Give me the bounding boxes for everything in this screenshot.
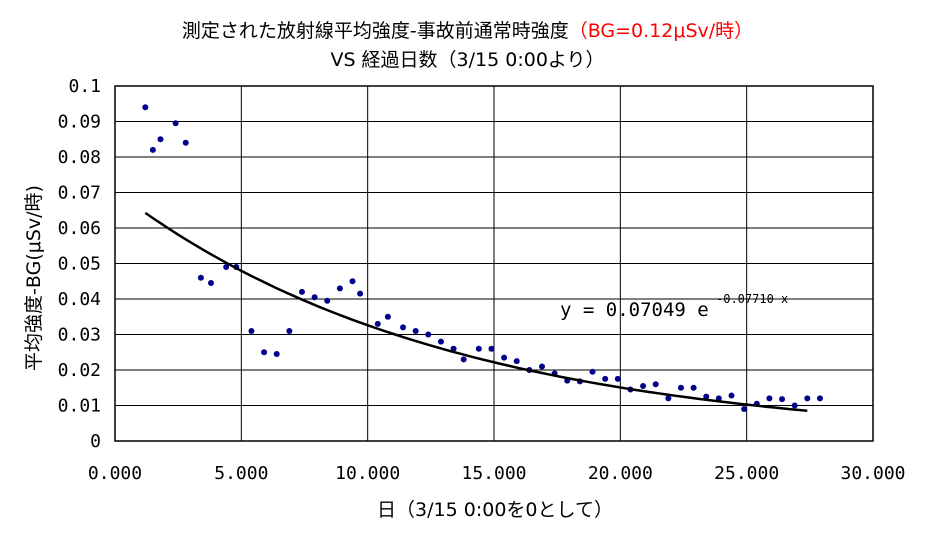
data-point xyxy=(349,278,356,285)
data-point xyxy=(437,338,444,345)
data-point xyxy=(539,363,546,370)
y-tick-label: 0.06 xyxy=(58,218,101,239)
data-point xyxy=(475,345,482,352)
chart-title: 測定された放射線平均強度-事故前通常時強度（BG=0.12μSv/時） xyxy=(0,16,935,43)
data-point xyxy=(804,395,811,402)
chart-subtitle: VS 経過日数（3/15 0:00より） xyxy=(330,49,605,71)
data-point xyxy=(665,395,672,402)
x-tick-label: 30.000 xyxy=(840,463,905,484)
data-point xyxy=(728,392,735,399)
x-tick-label: 25.000 xyxy=(714,463,779,484)
data-point xyxy=(298,288,305,295)
data-point xyxy=(197,274,204,281)
data-point xyxy=(779,396,786,403)
data-point xyxy=(450,345,457,352)
data-point xyxy=(690,384,697,391)
x-tick-label: 10.000 xyxy=(335,463,400,484)
data-point xyxy=(261,349,268,356)
data-point xyxy=(273,351,280,358)
data-point xyxy=(324,297,331,304)
data-point xyxy=(816,395,823,402)
tick-labels: 0 0.01 0.02 0.03 0.04 0.05 0.06 0.07 0.08 0.09 0.1… xyxy=(58,76,906,484)
y-tick-label: 0.02 xyxy=(58,360,101,381)
y-tick-label: 0.05 xyxy=(58,254,101,275)
data-point xyxy=(425,331,432,338)
y-tick-label: 0.03 xyxy=(58,325,101,346)
data-point xyxy=(248,327,255,334)
data-point xyxy=(614,375,621,382)
x-axis-label: 日（3/15 0:00を0として） xyxy=(377,499,613,521)
data-point xyxy=(766,395,773,402)
data-point xyxy=(652,381,659,388)
data-point xyxy=(589,368,596,375)
y-tick-label: 0.1 xyxy=(68,76,101,97)
data-point xyxy=(513,358,520,365)
chart-title-bg: （BG=0.12μSv/時） xyxy=(568,20,754,42)
y-tick-label: 0.07 xyxy=(58,183,101,204)
data-point xyxy=(460,356,467,363)
data-point xyxy=(703,393,710,400)
plot-frame xyxy=(114,85,874,442)
data-point xyxy=(791,402,798,409)
data-point xyxy=(741,406,748,413)
trendline-equation: y = 0.07049 e xyxy=(560,299,709,321)
data-point xyxy=(488,345,495,352)
y-axis-label: 平均強度-BG(μSv/時) xyxy=(23,185,45,371)
data-point xyxy=(374,320,381,327)
data-point xyxy=(602,375,609,382)
y-tick-label: 0.01 xyxy=(58,396,101,417)
y-tick-label: 0.04 xyxy=(58,289,101,310)
x-tick-label: 15.000 xyxy=(461,463,526,484)
data-point xyxy=(311,294,318,301)
data-points xyxy=(142,104,823,413)
data-point xyxy=(640,382,647,389)
data-point xyxy=(412,327,419,334)
data-point xyxy=(149,146,156,153)
y-tick-label: 0.08 xyxy=(58,147,101,168)
data-point xyxy=(400,324,407,331)
data-point xyxy=(142,104,149,111)
data-point xyxy=(182,139,189,146)
trendline xyxy=(144,211,808,412)
data-point xyxy=(172,120,179,127)
y-tick-label: 0 xyxy=(90,431,101,452)
data-point xyxy=(677,384,684,391)
x-tick-label: 0.000 xyxy=(88,463,142,484)
data-point xyxy=(384,313,391,320)
data-point xyxy=(286,327,293,334)
data-point xyxy=(336,285,343,292)
data-point xyxy=(157,136,164,143)
x-tick-label: 20.000 xyxy=(588,463,653,484)
data-point xyxy=(208,280,215,287)
y-tick-label: 0.09 xyxy=(58,112,101,133)
x-tick-label: 5.000 xyxy=(214,463,268,484)
chart-title-main: 測定された放射線平均強度-事故前通常時強度 xyxy=(181,20,569,42)
trendline-exponent: -0.07710 x xyxy=(716,292,788,306)
data-point xyxy=(501,354,508,361)
data-point xyxy=(223,264,230,271)
data-point xyxy=(357,290,364,297)
